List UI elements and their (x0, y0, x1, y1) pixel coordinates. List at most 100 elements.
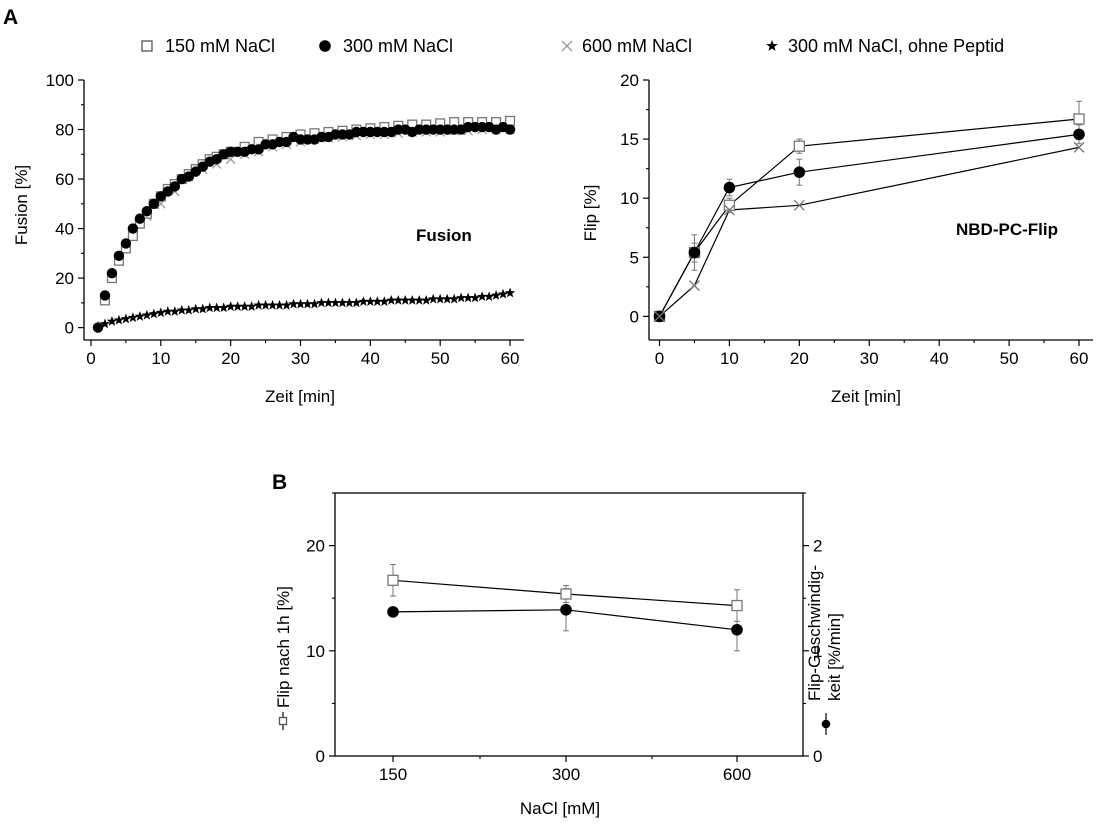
data-point (351, 297, 362, 308)
y-tick-label: 20 (55, 269, 74, 288)
x-tick-label: 50 (1000, 349, 1019, 368)
legend-marker (561, 40, 573, 52)
data-point (393, 294, 404, 305)
x-tick-label: 30 (860, 349, 879, 368)
x-tick-label: 0 (86, 349, 95, 368)
y-right-tick-label: 1 (813, 642, 822, 661)
y-tick-label: 15 (620, 130, 639, 149)
data-point (169, 306, 180, 316)
data-point (113, 314, 125, 325)
data-point (218, 302, 229, 313)
data-point-stroke (688, 280, 700, 292)
data-point (731, 623, 743, 636)
y-right-tick-label: 0 (813, 747, 822, 766)
data-point (134, 311, 146, 321)
legend-item-ohne-peptid: 300 mM NaCl, ohne Peptid (766, 36, 1004, 56)
data-point (127, 312, 139, 323)
legend-marker-open-square (141, 40, 153, 52)
data-point (211, 302, 222, 313)
legend-marker (141, 40, 153, 52)
data-point (414, 294, 425, 305)
data-point (337, 297, 348, 308)
flip-x-axis-title: Zeit [min] (831, 387, 901, 406)
x-tick-label: 300 (552, 765, 580, 784)
data-point (483, 291, 495, 302)
x-tick-label: 150 (379, 765, 407, 784)
data-point (204, 302, 215, 313)
y-tick-label: 20 (306, 537, 325, 556)
data-point (387, 606, 399, 618)
nacl-right-axis-title-line1: Flip-Geschwindig- (805, 565, 824, 701)
x-tick-label: 50 (431, 349, 450, 368)
y-tick-label: 80 (55, 121, 74, 140)
legend-item-600: 600 mM NaCl (561, 36, 692, 56)
panel-label-b: B (272, 471, 287, 494)
data-point (232, 301, 243, 311)
right-axis-series-marker-filled-circle (821, 713, 831, 735)
data-point (1073, 141, 1085, 153)
data-point (99, 318, 111, 329)
y-tick-label: 0 (316, 747, 325, 766)
data-point (183, 304, 194, 315)
data-point (654, 310, 665, 322)
data-point (92, 320, 104, 331)
data-point (295, 298, 306, 309)
data-point (155, 307, 166, 318)
flip-annotation: NBD-PC-Flip (956, 220, 1058, 239)
data-point (497, 288, 509, 299)
data-point (462, 292, 474, 303)
plot-frame (334, 492, 804, 757)
data-point (407, 294, 418, 305)
x-tick-label: 20 (790, 349, 809, 368)
fusion-y-axis-title: Fusion [%] (12, 165, 31, 245)
data-point (421, 294, 432, 305)
legend-label: 300 mM NaCl, ohne Peptid (788, 36, 1004, 56)
data-point (148, 308, 159, 319)
data-point (113, 250, 125, 262)
data-point-stroke (793, 199, 805, 211)
data-point (141, 206, 153, 217)
data-point (323, 297, 334, 308)
data-point (372, 296, 383, 306)
data-point (260, 299, 271, 310)
y-tick-label: 0 (65, 319, 74, 338)
data-point (288, 298, 299, 309)
y-right-tick-label: 2 (813, 537, 822, 556)
data-point (504, 124, 516, 135)
x-tick-label: 40 (930, 349, 949, 368)
data-point (723, 199, 736, 211)
data-point (120, 238, 132, 249)
y-tick-label: 10 (306, 642, 325, 661)
left-axis-series-marker-open-square (278, 712, 288, 730)
x-tick-label: 60 (1070, 349, 1089, 368)
fusion-x-axis-title: Zeit [min] (265, 387, 335, 406)
data-point (723, 181, 736, 194)
data-point (560, 588, 572, 600)
y-tick-label: 60 (55, 170, 74, 189)
legend-marker-cross (561, 40, 573, 52)
data-point (106, 267, 118, 279)
data-point (267, 299, 278, 310)
data-point (688, 246, 701, 259)
x-tick-label: 60 (501, 349, 520, 368)
data-point (469, 292, 481, 303)
data-point (476, 291, 488, 302)
y-tick-label: 40 (55, 220, 74, 239)
data-point (1073, 113, 1085, 125)
x-tick-label: 0 (655, 349, 664, 368)
data-point (358, 296, 369, 306)
data-point (169, 181, 180, 192)
legend-label: 600 mM NaCl (582, 36, 692, 56)
data-point (162, 306, 173, 316)
data-point (127, 223, 139, 234)
data-point (456, 292, 467, 303)
x-tick-label: 10 (151, 349, 170, 368)
data-point (504, 287, 516, 298)
data-point (316, 297, 327, 308)
y-tick-label: 20 (620, 71, 639, 90)
legend-item-300: 300 mM NaCl (319, 36, 453, 56)
flip-chart: Zeit [min] Flip [%] NBD-PC-Flip 0 10 20 30 4… (581, 71, 1093, 406)
data-point (106, 316, 118, 326)
data-point (435, 293, 446, 304)
y-tick-label: 100 (46, 71, 74, 90)
